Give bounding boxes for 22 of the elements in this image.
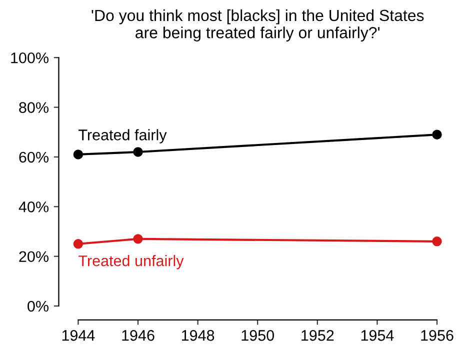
y-tick-label: 40% [18, 202, 48, 212]
x-tick-label: 1950 [242, 330, 274, 341]
y-tick-label: 80% [19, 102, 48, 113]
x-tick-label: 1944 [62, 330, 95, 341]
point [133, 234, 143, 244]
x-tick-label: 1946 [122, 330, 154, 341]
x-tick-label: 1954 [361, 330, 394, 341]
point [73, 239, 84, 249]
y-tick-label: 100% [11, 52, 48, 64]
y-tick-label: 0% [28, 300, 48, 312]
x-tick-label: 1956 [421, 330, 454, 341]
x-tick-label: 1952 [302, 330, 334, 341]
point [73, 150, 84, 160]
x-tick-label: 1948 [182, 330, 214, 341]
series-label: Treated fairly [78, 129, 167, 144]
point [133, 147, 143, 157]
y-tick-label: 20% [19, 251, 48, 262]
point [432, 236, 442, 246]
series-label: Treated unfairly [78, 255, 184, 270]
chart-title: 'Do you think most [blacks] in the United States are being treated fairly or unfairly?' [92, 9, 424, 42]
y-tick-label: 60% [19, 152, 48, 163]
point [432, 130, 442, 140]
